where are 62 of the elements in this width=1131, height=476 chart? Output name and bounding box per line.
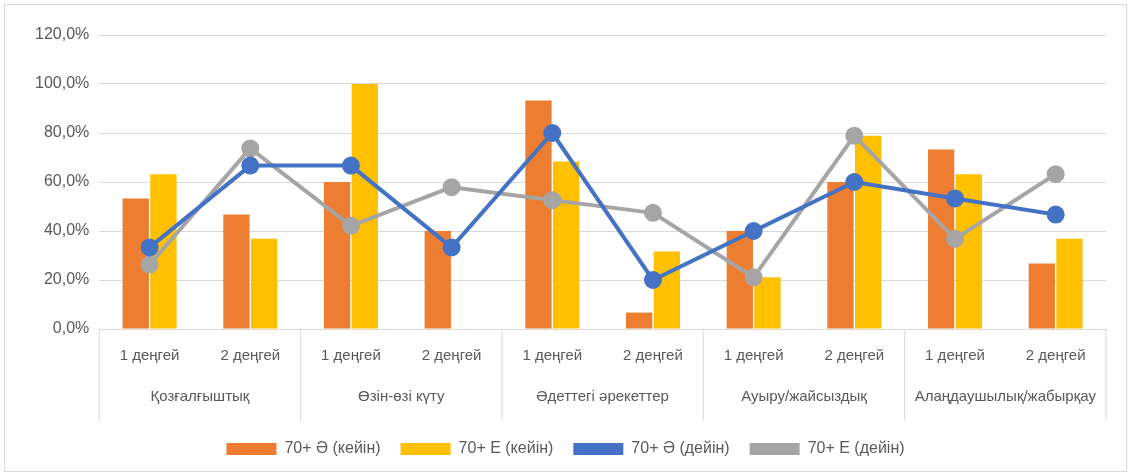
point: [945, 189, 964, 208]
bar: [122, 198, 149, 329]
legend-label: 70+ Ә (кейін): [284, 439, 381, 457]
point: [845, 126, 864, 145]
legend-label: 70+ Е (дейін): [807, 439, 905, 457]
bar: [754, 277, 781, 329]
point: [140, 238, 159, 257]
point: [241, 139, 260, 158]
legend-label: 70+ Е (кейін): [458, 439, 554, 457]
point: [643, 271, 662, 289]
x-tick-label: 2 деңгей: [421, 346, 482, 364]
y-tick-label: 20,0%: [43, 270, 90, 288]
point: [543, 124, 562, 142]
point: [341, 156, 360, 175]
bar: [223, 214, 250, 329]
y-tick-label: 60,0%: [43, 172, 90, 190]
x-tick-label: 2 деңгей: [1025, 346, 1086, 364]
bar: [827, 182, 854, 329]
point: [744, 268, 763, 287]
bar: [1056, 238, 1083, 329]
y-tick-label: 0,0%: [52, 319, 90, 337]
point: [744, 222, 763, 240]
bar: [1028, 263, 1055, 329]
point: [341, 216, 360, 235]
text: Ауыру/жайсыздық: [741, 387, 868, 405]
point: [1046, 165, 1065, 184]
text: Әдеттегі әрекеттер: [536, 387, 669, 405]
y-tick-label: 40,0%: [43, 221, 90, 239]
legend-label: 70+ Ә (дейін): [631, 439, 730, 457]
x-tick-label: 1 деңгей: [119, 346, 180, 364]
bar: [525, 100, 552, 329]
bar: [323, 182, 351, 329]
bar: [552, 161, 580, 329]
bar: [625, 312, 653, 329]
bar: [351, 84, 378, 329]
point: [543, 191, 562, 210]
text: Қозғалғыштық: [150, 387, 250, 405]
y-tick-label: 100,0%: [35, 74, 90, 92]
x-tick-label: 1 деңгей: [723, 346, 784, 364]
bar: [855, 135, 882, 329]
x-tick-label: 1 деңгей: [925, 346, 985, 364]
bar: [424, 231, 451, 329]
point: [643, 203, 662, 222]
bar: [250, 238, 278, 329]
x-tick-label: 1 деңгей: [522, 346, 583, 364]
point: [241, 156, 260, 175]
point: [945, 229, 964, 248]
bar: [928, 149, 955, 329]
point: [442, 238, 461, 257]
x-tick-label: 1 деңгей: [321, 346, 381, 364]
text: Өзін-өзі күту: [358, 387, 446, 405]
text: Алаңдаушылық/жабырқау: [914, 387, 1097, 405]
y-tick-label: 120,0%: [35, 25, 90, 43]
x-tick-label: 2 деңгей: [623, 346, 683, 364]
x-tick-label: 2 деңгей: [220, 346, 281, 364]
point: [845, 173, 864, 191]
point: [140, 255, 159, 274]
x-tick-label: 2 деңгей: [824, 346, 885, 364]
point: [442, 178, 461, 197]
y-tick-label: 80,0%: [43, 123, 90, 141]
point: [1046, 205, 1065, 224]
bar: [955, 174, 982, 329]
